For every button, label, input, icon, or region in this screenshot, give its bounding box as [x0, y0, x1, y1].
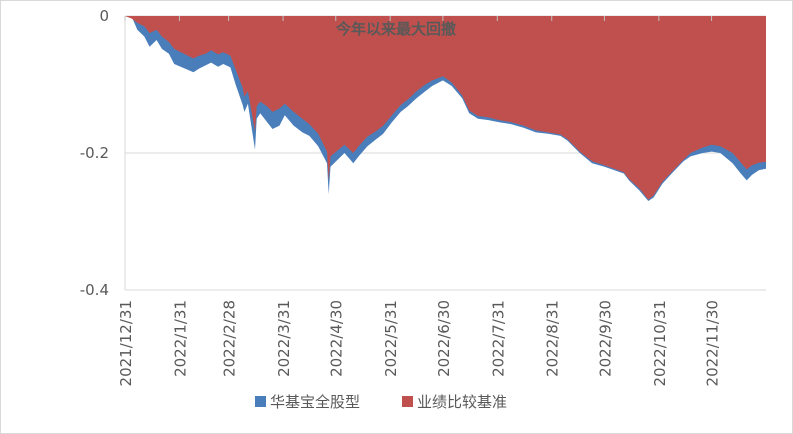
y-tick-labels: 0 -0.2 -0.4 [80, 7, 109, 299]
x-tick-label-11: 2022/11/30 [704, 300, 722, 386]
legend-swatch-1 [402, 396, 413, 407]
chart-title: 今年以来最大回撤 [335, 20, 456, 38]
axes [124, 16, 766, 291]
series-areas [125, 16, 766, 201]
x-tick-label-6: 2022/6/30 [435, 300, 453, 377]
x-tick-label-1: 2022/1/31 [171, 300, 189, 377]
x-tick-label-9: 2022/9/30 [596, 300, 614, 377]
y-tick-label-1: -0.2 [80, 144, 109, 162]
x-tick-label-5: 2022/5/31 [382, 300, 400, 377]
y-tick-label-2: -0.4 [80, 281, 109, 299]
series-area-1 [125, 16, 766, 200]
x-tick-label-10: 2022/10/31 [651, 300, 669, 386]
x-tick-label-0: 2021/12/31 [117, 300, 135, 386]
y-tick-label-0: 0 [99, 7, 109, 25]
x-tick-label-4: 2022/4/30 [328, 300, 346, 377]
x-tick-label-3: 2022/3/31 [275, 300, 293, 377]
x-tick-label-7: 2022/7/31 [489, 300, 507, 377]
legend-label-0: 华基宝全股型 [270, 393, 360, 411]
x-tick-label-8: 2022/8/31 [544, 300, 562, 377]
legend-label-1: 业绩比较基准 [417, 393, 507, 411]
x-tick-labels: 2021/12/31 2022/1/31 2022/2/28 2022/3/31 202… [117, 300, 722, 386]
legend: 华基宝全股型 业绩比较基准 [255, 393, 507, 411]
x-tick-label-2: 2022/2/28 [221, 300, 239, 377]
legend-swatch-0 [255, 396, 266, 407]
